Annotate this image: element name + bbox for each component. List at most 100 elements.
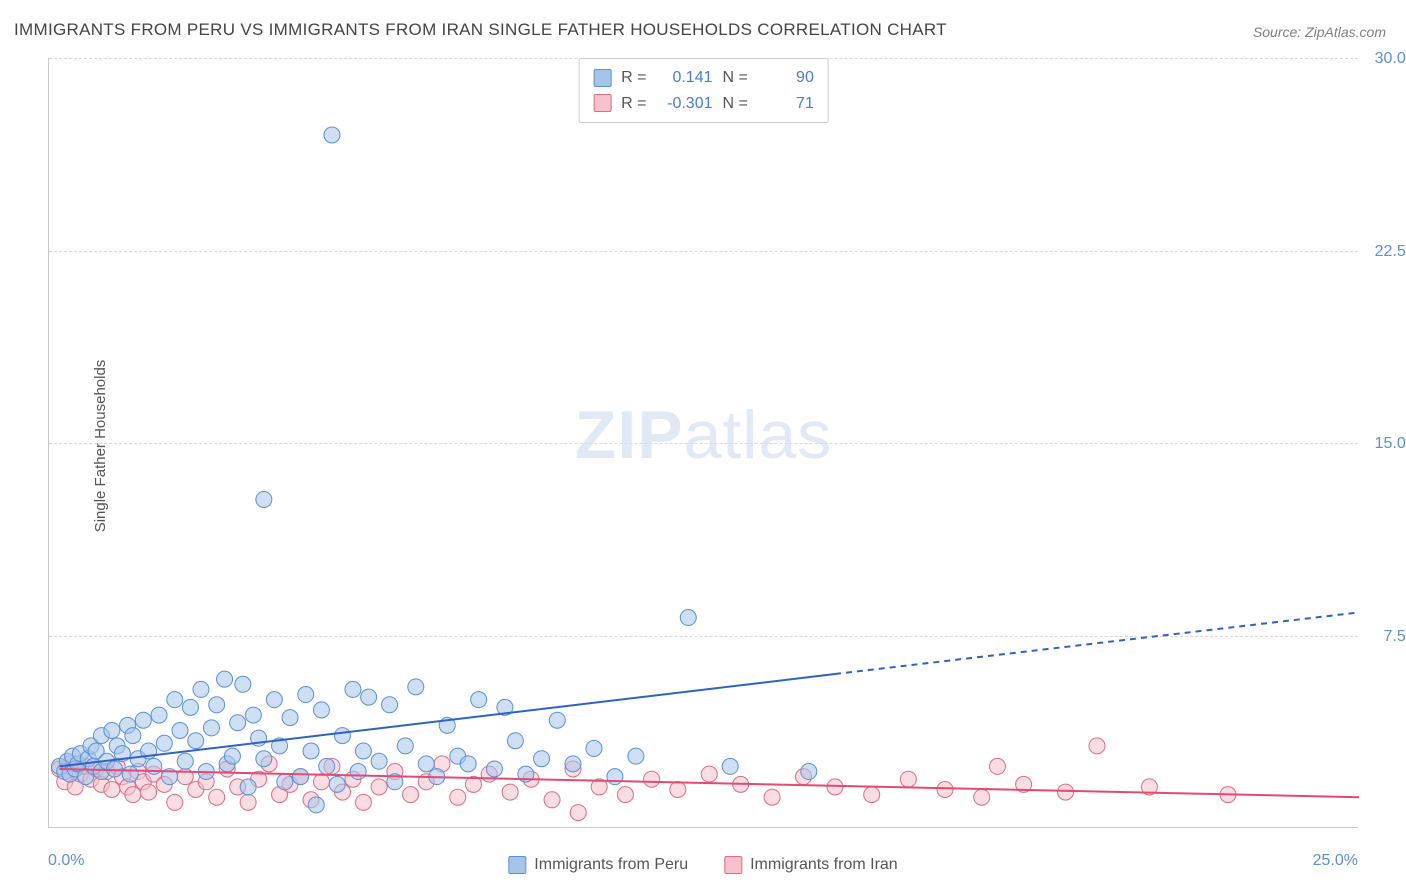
data-point-iran bbox=[355, 794, 371, 810]
data-point-iran bbox=[544, 792, 560, 808]
stats-legend-box: R = 0.141 N = 90 R = -0.301 N = 71 bbox=[578, 58, 829, 123]
data-point-peru bbox=[125, 728, 141, 744]
data-point-peru bbox=[245, 707, 261, 723]
data-point-peru bbox=[486, 761, 502, 777]
data-point-peru bbox=[235, 676, 251, 692]
data-point-peru bbox=[107, 761, 123, 777]
data-point-peru bbox=[122, 766, 138, 782]
data-point-peru bbox=[217, 671, 233, 687]
stats-row-peru: R = 0.141 N = 90 bbox=[593, 65, 814, 91]
data-point-peru bbox=[319, 758, 335, 774]
x-axis-max-label: 25.0% bbox=[1313, 852, 1358, 870]
data-point-peru bbox=[104, 722, 120, 738]
data-point-peru bbox=[203, 720, 219, 736]
data-point-peru bbox=[240, 779, 256, 795]
x-axis-min-label: 0.0% bbox=[48, 852, 84, 870]
data-point-peru bbox=[607, 769, 623, 785]
data-point-peru bbox=[801, 764, 817, 780]
legend-item-peru: Immigrants from Peru bbox=[508, 856, 688, 874]
data-point-iran bbox=[240, 794, 256, 810]
data-point-iran bbox=[974, 789, 990, 805]
data-point-peru bbox=[586, 740, 602, 756]
data-point-peru bbox=[135, 712, 151, 728]
bottom-legend: Immigrants from Peru Immigrants from Ira… bbox=[508, 856, 897, 874]
data-point-peru bbox=[282, 710, 298, 726]
data-point-iran bbox=[125, 787, 141, 803]
data-point-peru bbox=[224, 748, 240, 764]
data-point-peru bbox=[334, 728, 350, 744]
data-point-peru bbox=[193, 681, 209, 697]
data-point-iran bbox=[864, 787, 880, 803]
data-point-peru bbox=[256, 491, 272, 507]
data-point-peru bbox=[172, 722, 188, 738]
data-point-iran bbox=[900, 771, 916, 787]
chart-title: IMMIGRANTS FROM PERU VS IMMIGRANTS FROM … bbox=[14, 20, 947, 40]
data-point-iran bbox=[209, 789, 225, 805]
data-point-iran bbox=[570, 805, 586, 821]
data-point-peru bbox=[565, 756, 581, 772]
data-point-peru bbox=[156, 735, 172, 751]
trend-line-peru bbox=[59, 674, 835, 766]
data-point-iran bbox=[764, 789, 780, 805]
data-point-peru bbox=[507, 733, 523, 749]
data-point-peru bbox=[151, 707, 167, 723]
data-point-peru bbox=[177, 753, 193, 769]
data-point-peru bbox=[298, 687, 314, 703]
legend-item-iran: Immigrants from Iran bbox=[724, 856, 898, 874]
data-point-peru bbox=[680, 610, 696, 626]
data-point-peru bbox=[293, 769, 309, 785]
swatch-peru bbox=[593, 69, 611, 87]
data-point-iran bbox=[937, 782, 953, 798]
data-point-peru bbox=[460, 756, 476, 772]
data-point-peru bbox=[549, 712, 565, 728]
data-point-peru bbox=[256, 751, 272, 767]
y-tick-label: 7.5% bbox=[1364, 628, 1406, 646]
data-point-peru bbox=[303, 743, 319, 759]
data-point-peru bbox=[408, 679, 424, 695]
data-point-iran bbox=[701, 766, 717, 782]
data-point-iran bbox=[989, 758, 1005, 774]
data-point-peru bbox=[230, 715, 246, 731]
data-point-iran bbox=[167, 794, 183, 810]
data-point-iran bbox=[1058, 784, 1074, 800]
swatch-iran bbox=[593, 94, 611, 112]
trend-line-peru-extrapolated bbox=[835, 612, 1359, 674]
data-point-iran bbox=[450, 789, 466, 805]
data-point-iran bbox=[313, 774, 329, 790]
y-tick-label: 15.0% bbox=[1364, 435, 1406, 453]
data-point-peru bbox=[397, 738, 413, 754]
data-point-peru bbox=[167, 692, 183, 708]
y-tick-label: 22.5% bbox=[1364, 243, 1406, 261]
data-point-iran bbox=[403, 787, 419, 803]
data-point-peru bbox=[209, 697, 225, 713]
data-point-peru bbox=[361, 689, 377, 705]
data-point-iran bbox=[670, 782, 686, 798]
data-point-peru bbox=[324, 127, 340, 143]
data-point-peru bbox=[355, 743, 371, 759]
data-point-peru bbox=[350, 764, 366, 780]
data-point-peru bbox=[722, 758, 738, 774]
data-point-iran bbox=[502, 784, 518, 800]
swatch-peru-icon bbox=[508, 856, 526, 874]
data-point-peru bbox=[277, 774, 293, 790]
plot-area: ZIPatlas 7.5%15.0%22.5%30.0% R = 0.141 N… bbox=[48, 58, 1358, 828]
data-point-peru bbox=[471, 692, 487, 708]
data-point-iran bbox=[617, 787, 633, 803]
data-point-peru bbox=[266, 692, 282, 708]
data-point-iran bbox=[371, 779, 387, 795]
data-point-iran bbox=[644, 771, 660, 787]
source-attribution: Source: ZipAtlas.com bbox=[1253, 24, 1386, 40]
data-point-peru bbox=[382, 697, 398, 713]
y-tick-label: 30.0% bbox=[1364, 50, 1406, 68]
data-point-peru bbox=[345, 681, 361, 697]
data-point-iran bbox=[104, 782, 120, 798]
scatter-plot bbox=[49, 58, 1358, 827]
data-point-peru bbox=[188, 733, 204, 749]
data-point-peru bbox=[628, 748, 644, 764]
data-point-peru bbox=[313, 702, 329, 718]
data-point-peru bbox=[329, 776, 345, 792]
data-point-iran bbox=[141, 784, 157, 800]
data-point-iran bbox=[1089, 738, 1105, 754]
data-point-peru bbox=[534, 751, 550, 767]
stats-row-iran: R = -0.301 N = 71 bbox=[593, 91, 814, 117]
